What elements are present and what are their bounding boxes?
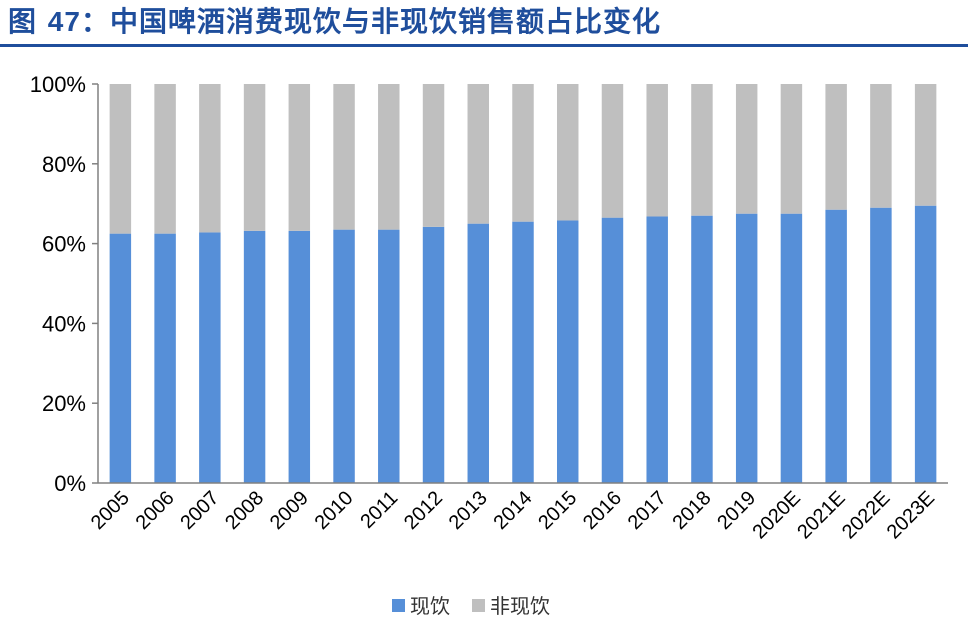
bar-offsite-2019 <box>735 84 758 214</box>
x-tick-label: 2021E <box>793 487 849 543</box>
figure-title: 图 47：中国啤酒消费现饮与非现饮销售额占比变化 <box>8 2 661 42</box>
x-tick-label: 2011 <box>356 487 402 533</box>
bar-onsite-2005 <box>109 233 132 484</box>
bar-offsite-2010 <box>333 84 355 230</box>
x-tick-label: 2007 <box>176 487 223 534</box>
x-tick-label: 2016 <box>579 487 626 534</box>
bar-onsite-2018 <box>691 215 713 484</box>
y-tick-label: 80% <box>42 152 86 177</box>
y-tick-label: 100% <box>30 72 86 97</box>
bar-offsite-2017 <box>646 84 668 217</box>
bar-offsite-2018 <box>691 84 713 216</box>
legend-label-onsite: 现饮 <box>410 594 450 618</box>
bar-onsite-2010 <box>333 229 355 483</box>
x-tick-label: 2008 <box>221 487 268 534</box>
bar-onsite-2017 <box>646 216 668 483</box>
bar-offsite-2021E <box>825 84 847 210</box>
bar-offsite-2011 <box>378 84 400 230</box>
x-tick-label: 2010 <box>311 487 358 534</box>
legend-swatch-offsite <box>472 599 485 612</box>
x-tick-label: 2022E <box>838 487 894 543</box>
x-tick-label: 2017 <box>624 487 671 534</box>
legend-swatch-onsite <box>392 599 405 612</box>
x-tick-label: 2006 <box>132 487 179 534</box>
bar-onsite-2009 <box>288 230 311 483</box>
x-tick-label: 2009 <box>266 487 313 534</box>
bar-onsite-2022E <box>870 207 892 483</box>
bar-onsite-2006 <box>154 233 176 484</box>
legend: 现饮 非现饮 <box>392 594 550 618</box>
bar-onsite-2007 <box>199 232 221 483</box>
x-tick-label: 2005 <box>87 487 134 534</box>
bar-onsite-2012 <box>422 226 445 483</box>
x-tick-label: 2020E <box>748 487 804 543</box>
bar-offsite-2006 <box>154 84 176 234</box>
bar-onsite-2016 <box>601 217 624 483</box>
bar-onsite-2014 <box>512 221 534 483</box>
x-tick-label: 2018 <box>668 487 715 534</box>
bar-offsite-2013 <box>467 84 489 224</box>
title-rule <box>0 44 968 47</box>
bars-group <box>109 84 937 484</box>
bar-offsite-2005 <box>109 84 132 234</box>
bar-onsite-2019 <box>735 213 758 484</box>
bar-onsite-2011 <box>378 229 400 483</box>
axes-group <box>92 83 948 484</box>
bar-onsite-2015 <box>557 220 579 483</box>
y-tick-label: 60% <box>42 232 86 257</box>
bar-offsite-2009 <box>288 84 311 231</box>
x-tick-label: 2014 <box>490 487 537 534</box>
x-tick-label: 2015 <box>534 487 581 534</box>
x-tick-label: 2013 <box>445 487 492 534</box>
y-tick-label: 40% <box>42 311 86 336</box>
figure-title-text: 中国啤酒消费现饮与非现饮销售额占比变化 <box>109 5 661 38</box>
y-tick-labels: 0% 20% 40% 60% 80% 100% <box>30 72 86 496</box>
x-tick-label: 2012 <box>400 487 447 534</box>
bar-offsite-2023E <box>914 84 937 206</box>
x-tick-label: 2023E <box>883 487 939 543</box>
bar-onsite-2013 <box>467 223 489 483</box>
bar-offsite-2015 <box>557 84 579 221</box>
bar-offsite-2020E <box>780 84 803 214</box>
y-tick-label: 0% <box>54 471 86 496</box>
figure-label: 图 <box>8 5 38 38</box>
bar-onsite-2008 <box>243 230 266 483</box>
bar-onsite-2023E <box>914 205 937 483</box>
bar-offsite-2022E <box>870 84 892 208</box>
bar-onsite-2021E <box>825 209 847 483</box>
legend-label-offsite: 非现饮 <box>490 594 550 618</box>
x-tick-labels: 2005200620072008200920102011201220132014… <box>87 487 939 543</box>
bar-offsite-2007 <box>199 84 221 233</box>
bar-onsite-2020E <box>780 213 803 484</box>
bar-offsite-2012 <box>422 84 445 227</box>
bar-offsite-2008 <box>243 84 266 231</box>
y-tick-label: 20% <box>42 391 86 416</box>
bar-offsite-2016 <box>601 84 624 218</box>
figure-number: 47 <box>47 6 81 37</box>
bar-offsite-2014 <box>512 84 534 222</box>
figure-separator: ： <box>80 5 110 38</box>
